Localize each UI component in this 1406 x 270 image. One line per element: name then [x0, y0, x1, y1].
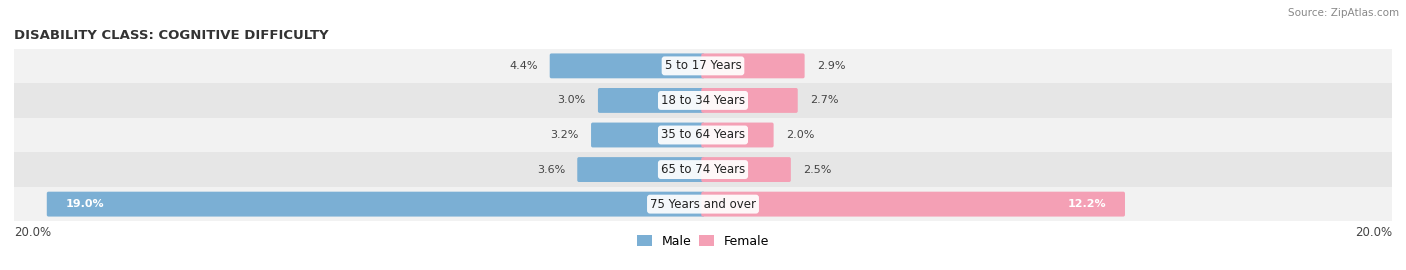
FancyBboxPatch shape [550, 53, 704, 78]
Legend: Male, Female: Male, Female [631, 230, 775, 253]
Text: 2.9%: 2.9% [817, 61, 845, 71]
Bar [14, 49, 1392, 83]
Text: 3.6%: 3.6% [537, 164, 565, 175]
Text: 4.4%: 4.4% [509, 61, 537, 71]
Text: 12.2%: 12.2% [1067, 199, 1107, 209]
FancyBboxPatch shape [598, 88, 704, 113]
Bar [14, 152, 1392, 187]
Text: 35 to 64 Years: 35 to 64 Years [661, 129, 745, 141]
Text: 3.0%: 3.0% [558, 95, 586, 106]
Text: 19.0%: 19.0% [66, 199, 104, 209]
Text: 2.7%: 2.7% [810, 95, 838, 106]
FancyBboxPatch shape [702, 88, 797, 113]
Bar [14, 118, 1392, 152]
Text: 2.5%: 2.5% [803, 164, 831, 175]
Text: 3.2%: 3.2% [551, 130, 579, 140]
FancyBboxPatch shape [702, 53, 804, 78]
FancyBboxPatch shape [46, 192, 704, 217]
Text: Source: ZipAtlas.com: Source: ZipAtlas.com [1288, 8, 1399, 18]
Text: 20.0%: 20.0% [14, 225, 51, 239]
FancyBboxPatch shape [591, 123, 704, 147]
Text: 65 to 74 Years: 65 to 74 Years [661, 163, 745, 176]
Text: 2.0%: 2.0% [786, 130, 814, 140]
Text: DISABILITY CLASS: COGNITIVE DIFFICULTY: DISABILITY CLASS: COGNITIVE DIFFICULTY [14, 29, 329, 42]
Text: 20.0%: 20.0% [1355, 225, 1392, 239]
FancyBboxPatch shape [702, 192, 1125, 217]
Text: 5 to 17 Years: 5 to 17 Years [665, 59, 741, 72]
Text: 18 to 34 Years: 18 to 34 Years [661, 94, 745, 107]
Bar [14, 83, 1392, 118]
FancyBboxPatch shape [702, 123, 773, 147]
FancyBboxPatch shape [578, 157, 704, 182]
Text: 75 Years and over: 75 Years and over [650, 198, 756, 211]
FancyBboxPatch shape [702, 157, 790, 182]
Bar [14, 187, 1392, 221]
